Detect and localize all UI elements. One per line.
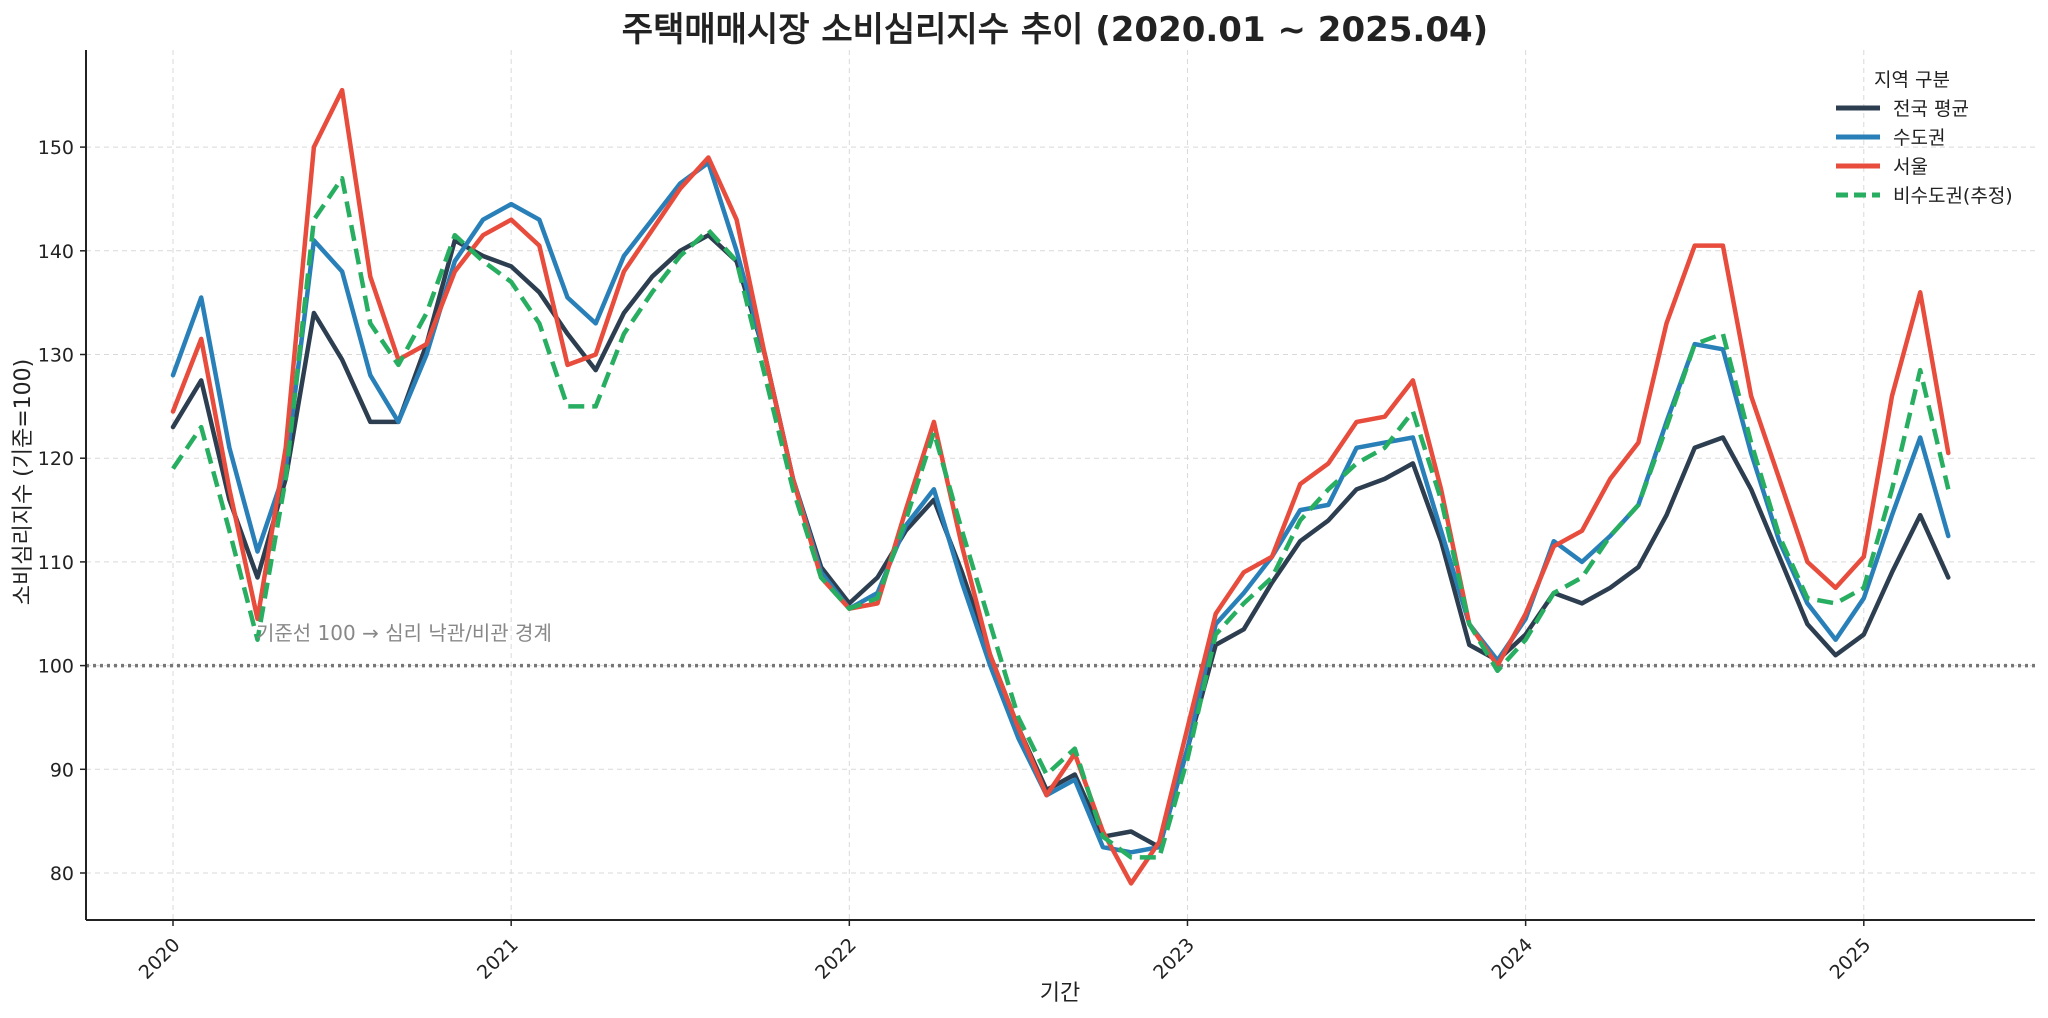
x-tick-label: 2024 bbox=[1487, 934, 1537, 984]
x-tick-label: 2025 bbox=[1826, 934, 1876, 984]
y-tick-label: 80 bbox=[50, 863, 74, 885]
x-tick-label: 2020 bbox=[135, 934, 185, 984]
y-tick-label: 100 bbox=[38, 656, 74, 678]
legend-title: 지역 구분 bbox=[1874, 69, 1950, 91]
y-tick-label: 150 bbox=[38, 137, 74, 159]
x-tick-label: 2023 bbox=[1149, 934, 1199, 984]
legend-label: 비수도권(추정) bbox=[1893, 185, 2013, 207]
series-line bbox=[170, 87, 1951, 886]
y-tick-label: 110 bbox=[38, 552, 74, 574]
axes bbox=[80, 50, 2035, 926]
y-tick-label: 90 bbox=[50, 759, 74, 781]
y-tick-label: 130 bbox=[38, 345, 74, 367]
series-line bbox=[171, 175, 1951, 860]
y-axis-label: 소비심리지수 (기준=100) bbox=[11, 359, 36, 606]
series-line bbox=[170, 160, 1951, 855]
series-line bbox=[170, 232, 1951, 850]
legend-label: 서울 bbox=[1893, 156, 1928, 178]
reference-line-annotation: 기준선 100 → 심리 낙관/비관 경계 bbox=[256, 621, 552, 645]
chart-title: 주택매매시장 소비심리지수 추이 (2020.01 ~ 2025.04) bbox=[622, 10, 1488, 50]
x-axis-label: 기간 bbox=[1040, 981, 1080, 1006]
x-tick-label: 2022 bbox=[811, 934, 861, 984]
series-lines bbox=[170, 87, 1951, 886]
y-tick-label: 120 bbox=[38, 448, 74, 470]
x-tick-label: 2021 bbox=[473, 934, 523, 984]
y-tick-label: 140 bbox=[38, 241, 74, 263]
legend-label: 수도권 bbox=[1893, 127, 1945, 149]
legend-label: 전국 평균 bbox=[1893, 98, 1969, 120]
